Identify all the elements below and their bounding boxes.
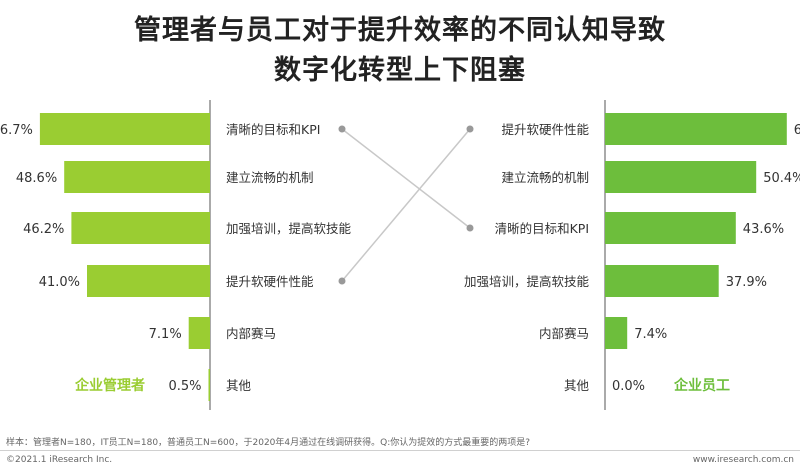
left-bar-5 (208, 369, 210, 401)
left-category-label-0: 清晰的目标和KPI (226, 122, 320, 137)
right-bar-0 (605, 113, 787, 145)
copyright-text: ©2021.1 iResearch Inc. (6, 455, 113, 465)
left-bar-3 (87, 265, 210, 297)
right-category-label-3: 加强培训，提高软技能 (464, 274, 590, 289)
right-value-label-0: 60.6% (794, 123, 800, 138)
left-value-label-0: 56.7% (0, 123, 33, 138)
right-bar-1 (605, 161, 757, 193)
connector-dot-left-0 (338, 125, 346, 133)
right-value-label-2: 43.6% (743, 222, 784, 237)
chart-title-line1: 管理者与员工对于提升效率的不同认知导致 (134, 15, 666, 46)
left-bar-4 (188, 317, 210, 349)
left-bar-0 (39, 113, 211, 145)
left-category-label-1: 建立流畅的机制 (226, 170, 314, 185)
right-category-label-2: 清晰的目标和KPI (495, 221, 589, 236)
footer-divider (0, 450, 800, 451)
left-category-label-4: 内部赛马 (226, 326, 276, 341)
connector-dot-right-0 (466, 224, 474, 232)
left-panel-name: 企业管理者 (74, 377, 145, 394)
left-value-label-4: 7.1% (149, 327, 182, 342)
left-value-label-5: 0.5% (168, 379, 201, 394)
right-value-label-4: 7.4% (634, 327, 667, 342)
left-category-label-3: 提升软硬件性能 (226, 274, 314, 289)
left-bar-2 (71, 212, 211, 244)
connector-dot-left-1 (338, 277, 346, 285)
website-text: www.iresearch.com.cn (692, 455, 794, 465)
right-bar-2 (605, 212, 736, 244)
right-category-label-5: 其他 (564, 378, 590, 393)
right-value-label-1: 50.4% (763, 171, 800, 186)
left-category-label-2: 加强培训，提高软技能 (226, 221, 352, 236)
chart-title-line2: 数字化转型上下阻塞 (274, 55, 526, 86)
right-category-label-1: 建立流畅的机制 (501, 170, 589, 185)
right-category-label-4: 内部赛马 (539, 326, 589, 341)
left-category-label-5: 其他 (226, 378, 252, 393)
left-bar-1 (64, 161, 210, 193)
right-panel-name: 企业员工 (673, 377, 730, 394)
sample-note: 样本：管理者N=180，IT员工N=180，普通员工N=600，于2020年4月… (6, 438, 531, 448)
connector-line-1 (341, 128, 471, 282)
right-value-label-3: 37.9% (726, 275, 767, 290)
left-value-label-3: 41.0% (39, 275, 80, 290)
left-value-label-2: 46.2% (23, 222, 64, 237)
chart-svg: 56.7% 清晰的目标和KPI 48.6% 建立流畅的机制 46.2% 加强培训，提高软技… (0, 100, 800, 410)
right-bar-3 (605, 265, 719, 297)
left-value-label-1: 48.6% (16, 171, 57, 186)
right-category-label-0: 提升软硬件性能 (501, 122, 589, 137)
connector-dot-right-1 (466, 125, 474, 133)
right-value-label-5: 0.0% (612, 379, 645, 394)
right-bar-4 (605, 317, 628, 349)
connector-line-0 (341, 128, 471, 229)
